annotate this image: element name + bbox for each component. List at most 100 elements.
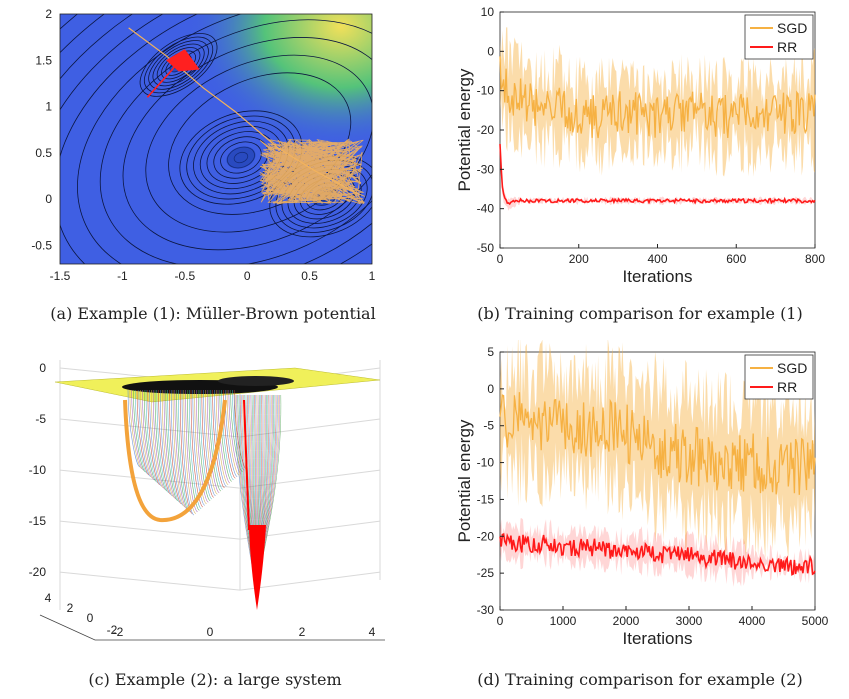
- z-grid-line: [59, 469, 381, 489]
- contour-plot-a: -1.5 -1 -0.5 0 0.5 1 2 1.5 1 0.5 0 -0.5: [31, 7, 376, 283]
- x-tick-label: 0: [244, 269, 251, 283]
- well-mesh-line: [232, 389, 245, 471]
- contour-line: [139, 33, 218, 97]
- y-tick-label: -20: [477, 529, 495, 543]
- y-tick-label: 1.5: [35, 53, 52, 67]
- well-mesh-line: [145, 389, 159, 484]
- contour-line: [156, 47, 201, 83]
- well-mesh-line: [158, 389, 171, 495]
- x-tick-label: 400: [647, 252, 667, 266]
- rr-path-c: [249, 525, 266, 610]
- well-mesh-line: [192, 389, 206, 506]
- x-tick-label: 800: [805, 252, 825, 266]
- contour-line: [77, 14, 372, 264]
- x-tick-label: -1: [117, 269, 128, 283]
- legend-label-sgd: SGD: [777, 20, 807, 36]
- well-mesh-line: [133, 389, 146, 473]
- well-mesh-line: [170, 389, 184, 506]
- y-tick-label: 2: [67, 601, 74, 615]
- well-mesh-line: [212, 389, 225, 489]
- contour-line: [199, 125, 283, 190]
- well-mesh-line: [129, 389, 143, 469]
- well-mesh-line: [163, 389, 177, 500]
- legend-box: [744, 14, 814, 60]
- caption-a: (a) Example (1): Müller-Brown potential: [50, 304, 376, 323]
- well-mesh-line: [217, 389, 231, 484]
- x-tick-label: 600: [726, 252, 746, 266]
- series-line-rr: [499, 532, 816, 576]
- well-mesh-line: [165, 389, 179, 501]
- y-tick-label: -5: [483, 419, 494, 433]
- contour-line: [145, 54, 372, 233]
- well-mesh-line: [197, 389, 211, 501]
- x-tick-label: 1: [369, 269, 376, 283]
- contour-line: [168, 72, 352, 215]
- well-mesh-line: [160, 389, 173, 497]
- z-tick-label: 0: [39, 361, 46, 375]
- y-tick-label: 0: [45, 192, 52, 206]
- well-mesh-line: [136, 389, 150, 476]
- contour-line: [206, 131, 276, 184]
- y-tick-label: -40: [477, 202, 495, 216]
- series-line-sgd: [499, 392, 816, 495]
- y-tick-label: -25: [477, 566, 495, 580]
- well-mesh-line: [201, 389, 215, 498]
- x-tick-label: -0.5: [174, 269, 195, 283]
- band-sgd: [500, 340, 815, 560]
- x-tick-label: 200: [569, 252, 589, 266]
- well-mesh-line: [147, 389, 161, 485]
- well-mesh-line: [161, 389, 175, 498]
- legend-label-rr: RR: [777, 39, 797, 55]
- well-mesh-line: [169, 389, 182, 505]
- contour-line: [122, 37, 372, 251]
- well-mesh-line: [151, 389, 164, 489]
- y-tick-label: 1: [45, 100, 52, 114]
- basin: [226, 146, 256, 169]
- contour-line: [193, 120, 289, 195]
- z-tick-label: -15: [29, 514, 47, 528]
- contour-line: [186, 115, 296, 200]
- x-tick-label: 0.5: [301, 269, 318, 283]
- y-tick-label: 0.5: [35, 146, 52, 160]
- z-tick-label: -20: [29, 565, 47, 579]
- y-tick-label: -20: [477, 123, 495, 137]
- well-mesh-line: [203, 389, 216, 497]
- line-chart-b: 0 200 400 600 800 10 0 -10 -20 -30 -40 -50 Iteration…: [455, 5, 825, 286]
- well-mesh-line: [149, 389, 162, 487]
- x-tick-label: 3000: [676, 614, 703, 628]
- z-grid-line: [59, 520, 381, 540]
- x-tick-label: -2: [113, 625, 124, 639]
- contour-lines: [60, 14, 372, 264]
- z-tick-label: -5: [35, 412, 46, 426]
- caption-b: (b) Training comparison for example (1): [477, 304, 803, 323]
- y-tick-label: -30: [477, 162, 495, 176]
- series-line-sgd: [499, 56, 816, 139]
- well-mesh-line: [143, 389, 157, 482]
- well-mesh-line: [233, 389, 247, 469]
- well-mesh-line: [167, 389, 180, 503]
- well-mesh-line: [138, 389, 152, 477]
- legend-label-sgd: SGD: [777, 360, 807, 376]
- y-tick-label: 0: [487, 382, 494, 396]
- y-axis-label: Potential energy: [455, 68, 474, 191]
- contour-line: [99, 19, 372, 264]
- y-axis-label: Potential energy: [455, 419, 474, 542]
- well-mesh-line: [154, 389, 168, 492]
- base-axis: [39, 614, 385, 641]
- z-grid-line: [59, 571, 381, 591]
- well-mesh-line: [226, 389, 240, 476]
- y-tick-label: 5: [487, 345, 494, 359]
- well-mesh-line: [134, 389, 148, 474]
- x-tick-label: 1000: [550, 614, 577, 628]
- y-tick-label: 0: [87, 611, 94, 625]
- well-mesh-line: [219, 389, 233, 482]
- y-tick-label: -2: [107, 623, 118, 637]
- x-tick-label: 0: [207, 625, 214, 639]
- x-tick-label: 4000: [739, 614, 766, 628]
- sgd-path-c: [123, 399, 227, 523]
- series-line-rr: [499, 143, 816, 206]
- y-tick-label: 2: [45, 7, 52, 21]
- plot-frame: [59, 13, 373, 265]
- band-rr: [500, 518, 815, 587]
